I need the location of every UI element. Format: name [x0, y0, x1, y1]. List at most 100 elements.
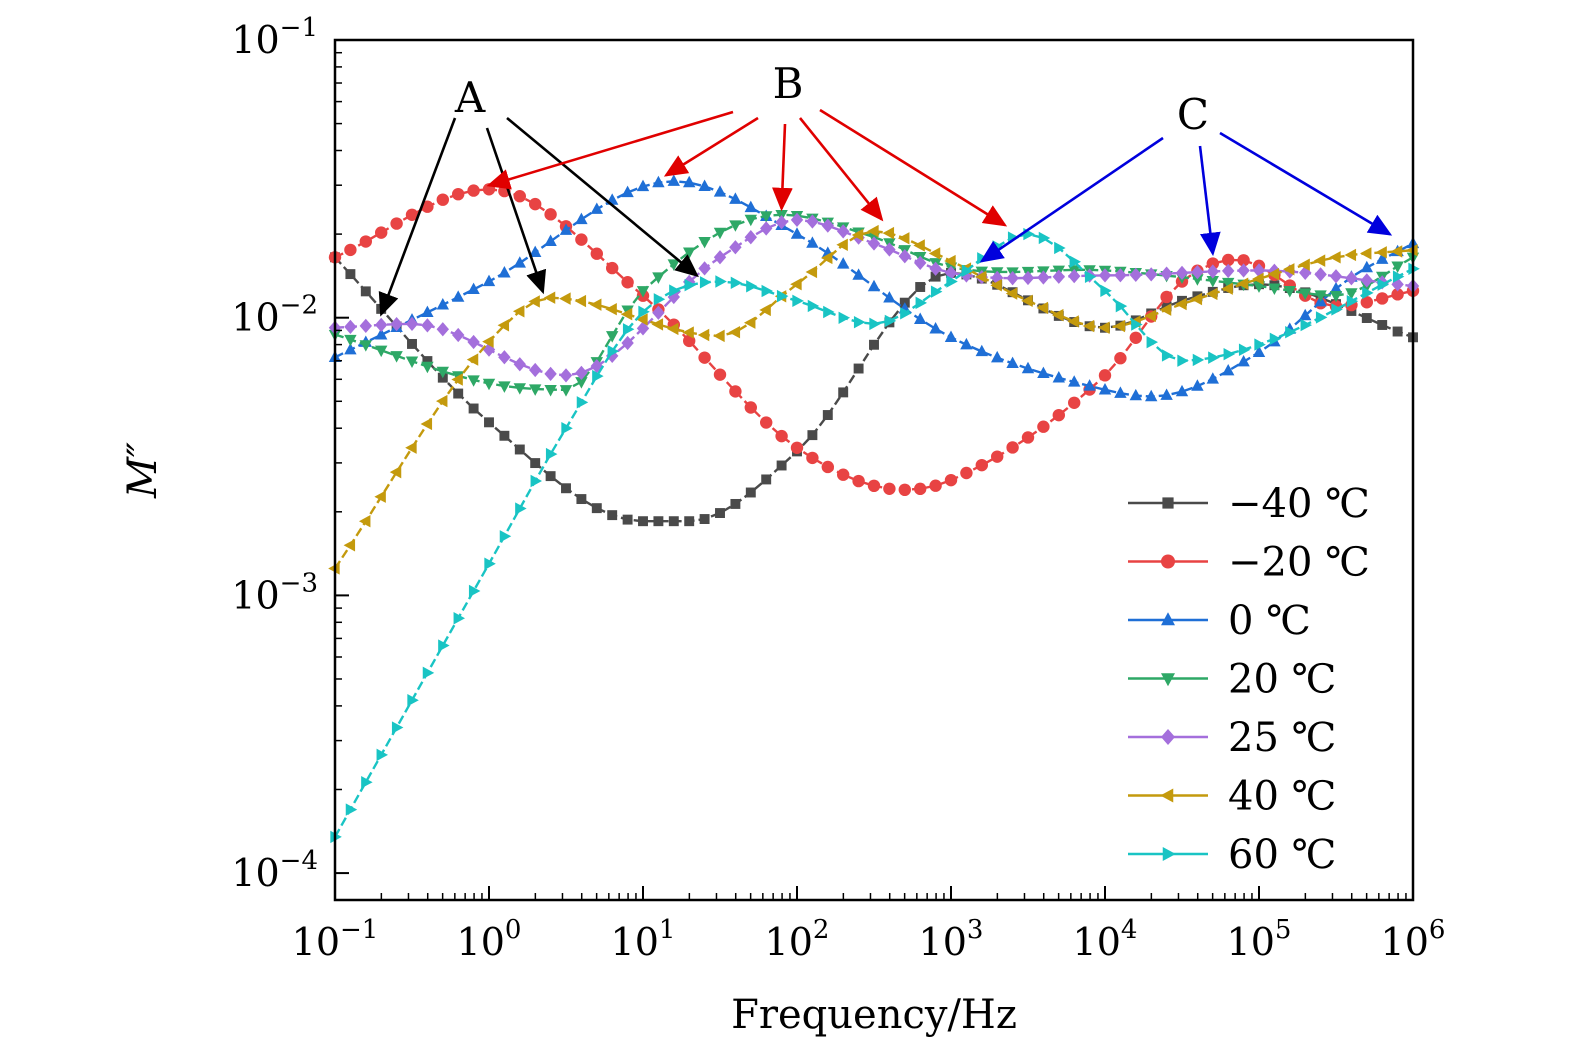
x-tick-label: 10−1: [292, 915, 379, 964]
annotation-arrow: [772, 123, 793, 212]
data-point: [422, 356, 433, 367]
data-point: [467, 334, 480, 350]
axes: 10−1 100 101 102 103 104 105 106 10−1 10−2 10−3 10−…: [231, 13, 1445, 964]
data-point: [530, 458, 541, 469]
data-point: [974, 270, 987, 284]
data-point: [653, 293, 666, 306]
data-point: [544, 384, 557, 397]
data-point: [529, 384, 542, 396]
data-point: [913, 239, 925, 252]
data-point: [822, 410, 833, 420]
annotation-arrow: [485, 127, 547, 295]
data-point: [1084, 270, 1097, 283]
x-tick-label: 103: [919, 915, 984, 964]
data-point: [1098, 369, 1112, 382]
annotation-B: B: [486, 59, 1008, 227]
data-point: [698, 351, 711, 364]
series-line: [334, 213, 1414, 391]
data-point: [576, 494, 587, 505]
data-point: [359, 318, 372, 333]
data-point: [421, 200, 434, 213]
data-point: [698, 179, 711, 191]
legend-marker: [1161, 728, 1175, 746]
legend-label: −20 ℃: [1228, 540, 1370, 586]
data-point: [622, 323, 635, 336]
data-point: [669, 284, 681, 297]
data-point: [1037, 270, 1050, 285]
data-point: [1300, 318, 1313, 332]
data-point: [744, 401, 757, 414]
data-point: [667, 174, 680, 186]
data-point: [1299, 265, 1312, 280]
data-point: [559, 223, 573, 235]
data-point: [453, 388, 464, 399]
data-point: [607, 510, 618, 521]
data-point: [837, 224, 850, 239]
data-point: [407, 693, 419, 707]
data-point: [729, 240, 742, 255]
data-point: [451, 373, 463, 386]
data-point: [498, 266, 511, 278]
data-point: [574, 294, 587, 308]
legend-label: 25 ℃: [1228, 715, 1336, 761]
data-point: [897, 232, 910, 245]
data-point: [359, 235, 372, 248]
data-point: [1052, 371, 1065, 383]
data-point: [944, 254, 956, 268]
data-point: [1237, 354, 1250, 367]
data-point: [1360, 260, 1373, 273]
data-point: [853, 363, 864, 374]
data-point: [405, 208, 419, 221]
data-point: [1161, 349, 1174, 362]
plot-frame: [333, 38, 1415, 902]
legend-item: 20 ℃: [1128, 657, 1336, 703]
data-point: [575, 365, 588, 381]
data-point: [1315, 311, 1328, 324]
data-point: [1205, 287, 1218, 301]
data-point: [1160, 266, 1173, 281]
data-point: [684, 278, 697, 292]
data-point: [852, 268, 865, 280]
data-point: [390, 217, 403, 230]
data-point: [513, 383, 526, 395]
data-point: [1175, 384, 1189, 397]
legend-marker: [1161, 554, 1175, 569]
data-point: [482, 378, 496, 391]
data-point: [589, 298, 602, 311]
data-point: [944, 473, 958, 487]
data-point: [453, 612, 466, 625]
data-point: [682, 326, 694, 339]
data-point: [1037, 420, 1050, 433]
series-6: [330, 227, 1420, 844]
series-4: [328, 212, 1420, 383]
data-point: [1299, 308, 1312, 321]
y-tick-label: 10−2: [231, 291, 318, 340]
data-point: [867, 236, 881, 251]
data-point: [638, 516, 648, 527]
data-point: [697, 328, 710, 342]
data-point: [1098, 321, 1110, 334]
data-point: [513, 357, 526, 372]
data-point: [961, 264, 974, 278]
data-point: [545, 447, 558, 461]
data-point: [1237, 254, 1250, 267]
data-point: [1359, 247, 1372, 260]
x-tick-label: 105: [1227, 915, 1292, 964]
data-point: [1036, 301, 1049, 315]
legend-marker: [1161, 612, 1175, 626]
series-line: [333, 232, 1414, 838]
data-point: [837, 257, 850, 269]
data-point: [1285, 326, 1297, 339]
annotation-layer: A B C: [378, 59, 1393, 317]
data-point: [529, 197, 542, 211]
data-point: [929, 322, 942, 334]
data-point: [345, 803, 358, 816]
data-point: [760, 416, 773, 429]
data-point: [1392, 270, 1405, 283]
data-point: [375, 226, 388, 239]
data-point: [991, 270, 1004, 286]
data-point: [1054, 241, 1066, 255]
data-point: [869, 339, 879, 350]
data-point: [421, 318, 434, 333]
legend: −40 ℃ −20 ℃ 0 ℃ 20 ℃ 25 ℃ 40 ℃ 60 ℃: [1128, 481, 1370, 878]
